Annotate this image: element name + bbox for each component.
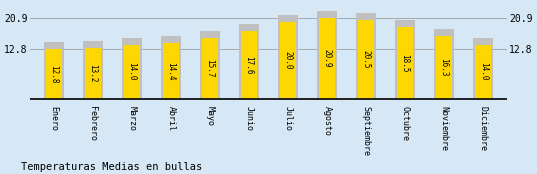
- Text: Temperaturas Medias en bullas: Temperaturas Medias en bullas: [21, 162, 203, 172]
- Text: 14.0: 14.0: [478, 62, 488, 81]
- Bar: [46, 49, 62, 99]
- Bar: [202, 38, 218, 99]
- Bar: [43, 42, 64, 99]
- Bar: [358, 20, 374, 99]
- Bar: [395, 20, 415, 99]
- Text: 16.3: 16.3: [440, 58, 448, 77]
- Bar: [397, 27, 413, 99]
- Text: 20.0: 20.0: [284, 51, 293, 69]
- Bar: [278, 15, 298, 99]
- Bar: [434, 29, 454, 99]
- Bar: [436, 36, 452, 99]
- Bar: [356, 13, 376, 99]
- Text: 15.7: 15.7: [206, 59, 214, 78]
- Bar: [319, 18, 335, 99]
- Bar: [473, 38, 494, 99]
- Bar: [475, 45, 491, 99]
- Text: 18.5: 18.5: [401, 54, 410, 72]
- Text: 13.2: 13.2: [89, 64, 97, 82]
- Bar: [200, 31, 220, 99]
- Text: 20.9: 20.9: [323, 49, 331, 68]
- Bar: [239, 24, 259, 99]
- Bar: [161, 36, 181, 99]
- Bar: [163, 43, 179, 99]
- Text: 20.5: 20.5: [361, 50, 371, 68]
- Text: 17.6: 17.6: [244, 56, 253, 74]
- Bar: [83, 41, 103, 99]
- Bar: [124, 45, 140, 99]
- Bar: [317, 11, 337, 99]
- Text: 12.8: 12.8: [49, 65, 59, 83]
- Bar: [122, 38, 142, 99]
- Bar: [241, 31, 257, 99]
- Text: 14.4: 14.4: [166, 62, 176, 80]
- Bar: [85, 48, 101, 99]
- Text: 14.0: 14.0: [127, 62, 136, 81]
- Bar: [280, 22, 296, 99]
